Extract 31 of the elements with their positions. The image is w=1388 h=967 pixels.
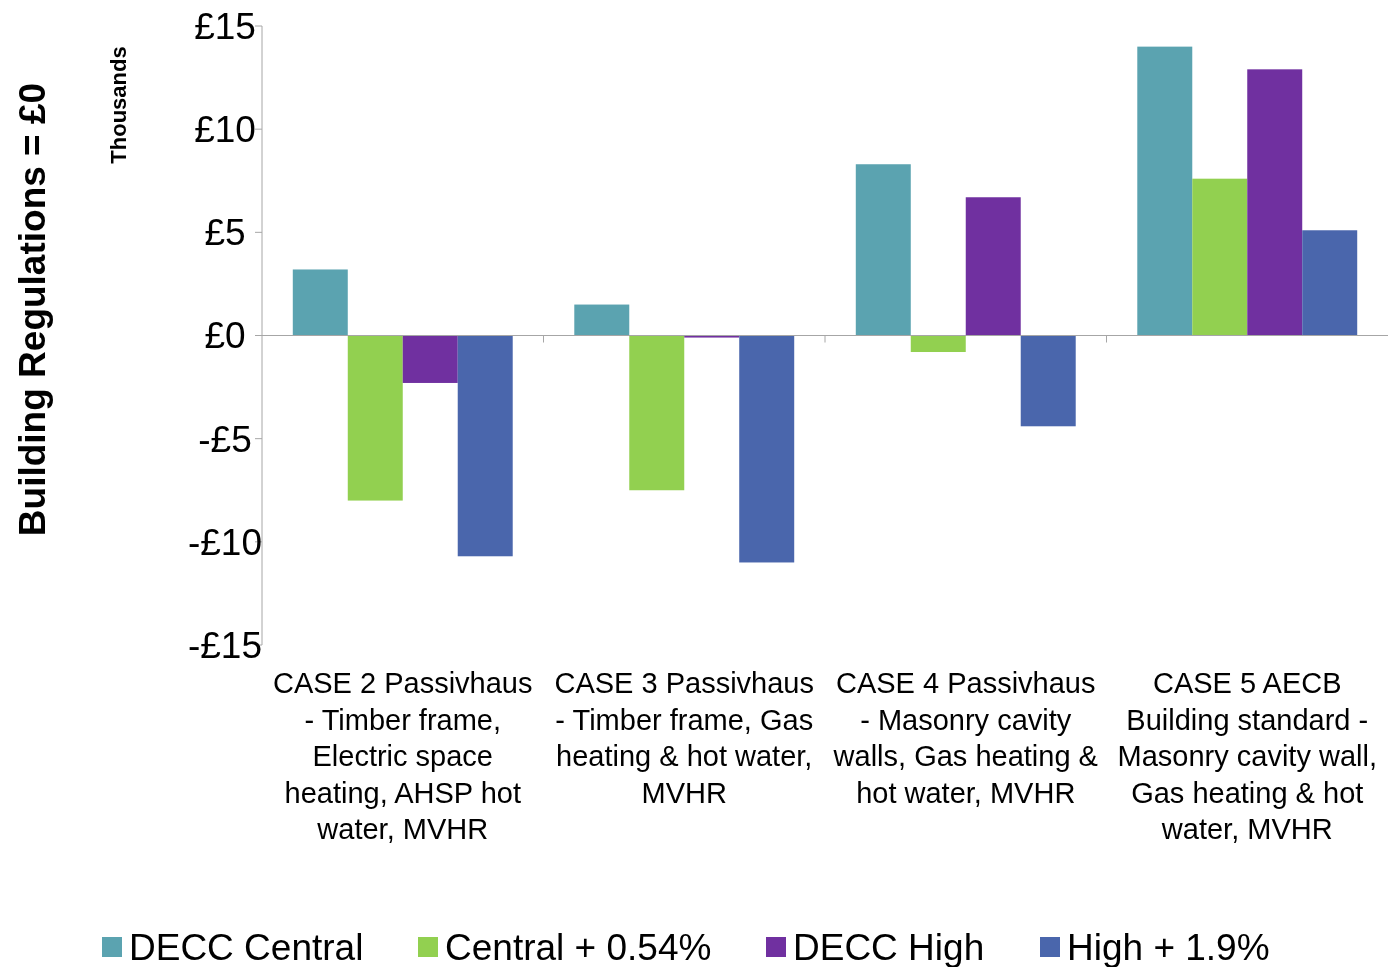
bar (629, 335, 685, 491)
bar (1137, 46, 1193, 336)
bar (965, 197, 1021, 336)
text: Thousands (106, 46, 131, 164)
x-tick-label: CASE 3 Passivhaus - Timber frame, Gas heating & hot water, MVHR (554, 667, 815, 809)
bar (1247, 69, 1303, 336)
x-tick-label: CASE 2 Passivhaus - Timber frame, Electric space heating, AHSP hot water, MVHR (272, 667, 533, 845)
y-tick-label: £10 (194, 109, 256, 151)
bar (1192, 178, 1248, 336)
bar (1302, 230, 1358, 336)
bar (402, 335, 458, 383)
y-tick-label: £15 (194, 5, 256, 47)
bar (910, 335, 966, 353)
bar (347, 335, 403, 501)
bar (855, 164, 911, 336)
y-tick-label: £5 (204, 212, 246, 254)
legend-label: Central + 0.54% (445, 926, 712, 967)
bar (292, 269, 348, 336)
legend-label: DECC Central (129, 926, 364, 967)
x-tick-label: CASE 4 Passivhaus - Masonry cavity walls, Gas heating & hot water, MVHR (832, 667, 1098, 809)
y-tick-label: -£10 (187, 521, 263, 563)
y-axis-title: Building Regulations = £0 (12, 82, 53, 537)
y-tick-label: £0 (204, 315, 246, 357)
bar (457, 335, 513, 557)
x-tick-label: CASE 5 AECB Building standard - Masonry cavity wall, Gas heating & hot water, MVHR (1117, 667, 1377, 845)
bar (684, 335, 740, 338)
y-tick-label: -£5 (198, 418, 252, 460)
bar (1020, 335, 1076, 427)
y-tick-label: -£15 (187, 624, 263, 666)
bar (574, 304, 630, 336)
bar (739, 335, 795, 563)
